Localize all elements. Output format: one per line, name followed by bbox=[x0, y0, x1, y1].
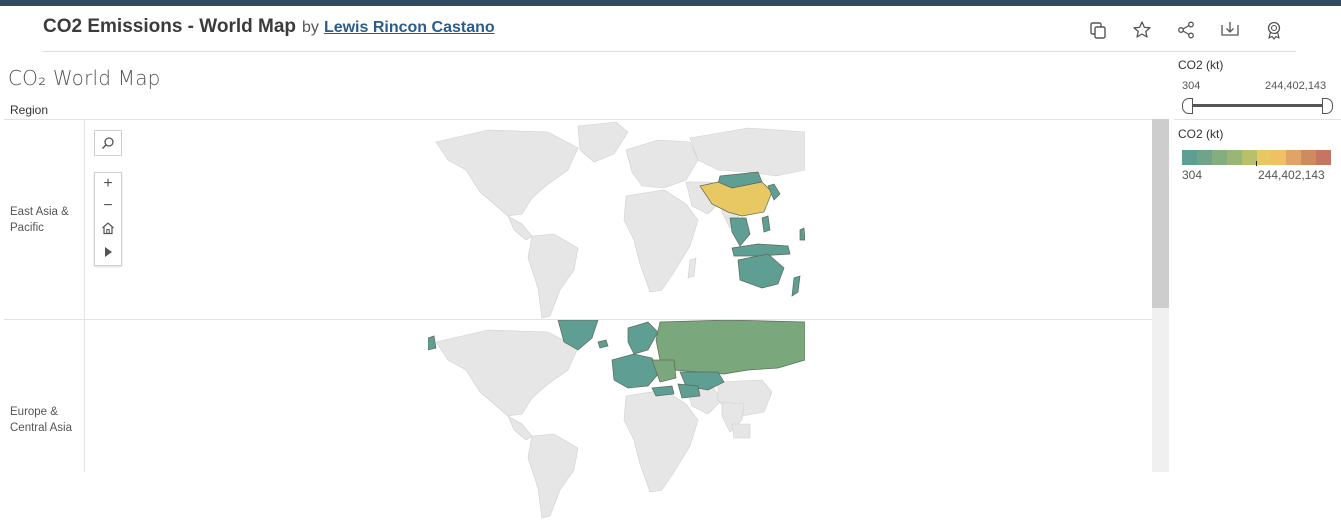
grid-line-top bbox=[4, 119, 1152, 120]
central-america-shape bbox=[507, 415, 533, 441]
map-zoom-controls: + − bbox=[94, 172, 122, 266]
greenland-shape bbox=[557, 320, 599, 351]
north-america-shape bbox=[435, 329, 579, 417]
color-legend-swatch bbox=[1286, 150, 1302, 165]
home-icon bbox=[102, 222, 114, 235]
greenland-shape bbox=[577, 121, 629, 163]
turkey-shape bbox=[651, 385, 675, 397]
africa-shape bbox=[623, 189, 699, 293]
author-link[interactable]: Lewis Rincon Castano bbox=[323, 19, 495, 36]
southeast-asia-shape bbox=[731, 423, 751, 439]
share-icon bbox=[1178, 21, 1194, 39]
pan-arrow-icon bbox=[105, 247, 112, 257]
map-search-tool bbox=[94, 130, 122, 156]
south-america-shape bbox=[527, 433, 579, 519]
duplicate-button[interactable] bbox=[1085, 18, 1111, 42]
color-legend-bar bbox=[1182, 150, 1332, 165]
color-legend-swatch bbox=[1196, 150, 1212, 165]
by-label: by bbox=[302, 19, 319, 36]
southeast-asia-shape bbox=[729, 217, 751, 247]
range-filter-min: 304 bbox=[1182, 80, 1201, 92]
download-button[interactable] bbox=[1217, 18, 1243, 42]
viz-header: CO2 Emissions - World Map by Lewis Rinco… bbox=[43, 16, 495, 42]
download-icon bbox=[1221, 22, 1239, 36]
korea-japan-shape bbox=[767, 183, 781, 201]
australia-shape bbox=[737, 253, 785, 289]
legend-divider bbox=[1174, 119, 1341, 120]
pan-menu-button[interactable] bbox=[95, 239, 121, 265]
south-america-shape bbox=[527, 233, 579, 319]
top-bar bbox=[0, 0, 1341, 6]
favorite-button[interactable] bbox=[1129, 18, 1155, 42]
color-legend-swatch bbox=[1226, 150, 1242, 165]
grid-line-middle bbox=[4, 319, 1152, 320]
color-legend-title: CO2 (kt) bbox=[1178, 127, 1224, 141]
zoom-in-button[interactable]: + bbox=[95, 173, 121, 195]
scandinavia-shape bbox=[627, 321, 659, 355]
viz-title: CO2 Emissions - World Map bbox=[43, 16, 297, 37]
central-america-shape bbox=[507, 215, 533, 241]
search-icon bbox=[101, 137, 114, 150]
map-search-button[interactable] bbox=[94, 130, 122, 156]
home-button[interactable] bbox=[95, 217, 121, 239]
pacific-islands-shape bbox=[799, 227, 805, 241]
north-america-shape bbox=[435, 129, 579, 217]
range-slider-track[interactable] bbox=[1186, 104, 1326, 107]
star-icon bbox=[1133, 21, 1151, 38]
range-filter-max: 244,402,143 bbox=[1265, 80, 1327, 92]
duplicate-icon bbox=[1090, 22, 1106, 39]
color-legend-swatch bbox=[1211, 150, 1227, 165]
share-button[interactable] bbox=[1173, 18, 1199, 42]
grid-line-vertical bbox=[84, 119, 85, 472]
region-column-header: Region bbox=[10, 103, 49, 117]
china-shape bbox=[699, 181, 773, 217]
header-divider bbox=[43, 51, 1296, 52]
badge-icon bbox=[1267, 21, 1281, 40]
row-label-east-asia-pacific: East Asia & Pacific bbox=[10, 206, 69, 234]
madagascar-shape bbox=[687, 257, 697, 279]
color-legend-min: 304 bbox=[1182, 168, 1203, 182]
world-map-east-asia bbox=[435, 121, 805, 319]
central-asia-shape bbox=[677, 383, 701, 399]
vertical-scrollbar-thumb[interactable] bbox=[1152, 119, 1169, 308]
viz-toolbar bbox=[1085, 18, 1305, 42]
row-label-europe-central-asia: Europe & Central Asia bbox=[10, 406, 73, 434]
philippines-shape bbox=[761, 215, 771, 233]
color-legend-swatch bbox=[1301, 150, 1317, 165]
eastern-europe-shape bbox=[651, 359, 677, 383]
russia-shape bbox=[655, 320, 805, 375]
range-slider-min-handle[interactable] bbox=[1182, 98, 1193, 114]
color-legend-swatch bbox=[1182, 150, 1197, 165]
map-east-asia-pacific[interactable] bbox=[428, 120, 805, 320]
indonesia-shape bbox=[731, 243, 791, 257]
color-legend-tick bbox=[1256, 161, 1257, 166]
color-legend-swatch bbox=[1316, 150, 1332, 165]
color-legend-swatch bbox=[1271, 150, 1287, 165]
europe-shape bbox=[625, 139, 699, 189]
color-legend-swatch bbox=[1241, 150, 1257, 165]
color-legend-max: 244,402,143 bbox=[1258, 168, 1325, 182]
alaska-edge-shape bbox=[428, 335, 437, 351]
range-slider-max-handle[interactable] bbox=[1322, 98, 1333, 114]
dashboard-title: CO₂ World Map bbox=[8, 66, 161, 90]
map-europe-central-asia[interactable] bbox=[428, 320, 805, 520]
world-map-europe bbox=[428, 320, 805, 519]
color-legend-swatch bbox=[1256, 150, 1272, 165]
zoom-out-button[interactable]: − bbox=[95, 195, 121, 217]
western-europe-shape bbox=[611, 353, 661, 389]
new-zealand-shape bbox=[791, 275, 801, 297]
africa-shape bbox=[623, 389, 699, 493]
iceland-shape bbox=[597, 339, 609, 349]
range-filter-title: CO2 (kt) bbox=[1178, 58, 1224, 72]
russia-shape bbox=[689, 127, 805, 177]
badge-button[interactable] bbox=[1261, 18, 1287, 42]
